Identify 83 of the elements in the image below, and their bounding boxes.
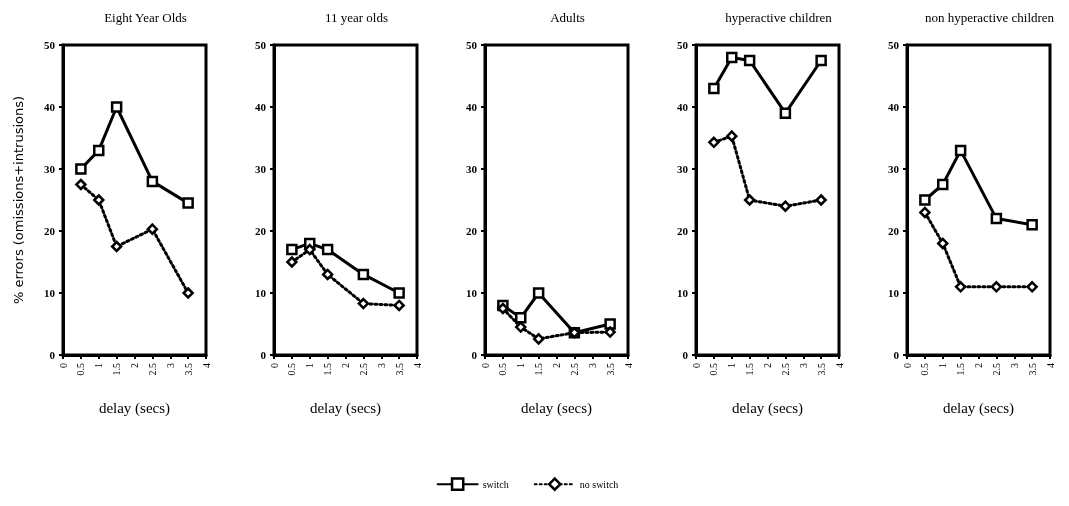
x-tick-label: 1 xyxy=(937,363,949,368)
chart-title: Adults xyxy=(550,10,585,25)
x-axis-title: delay (secs) xyxy=(942,399,1015,417)
y-tick-label: 30 xyxy=(888,163,900,175)
x-tick-label: 0 xyxy=(268,363,280,368)
x-tick-label: 3 xyxy=(164,363,176,368)
x-tick-label: 3.5 xyxy=(182,363,194,376)
x-tick-label: 2.5 xyxy=(568,363,580,376)
x-tick-label: 3 xyxy=(586,363,598,368)
x-tick-label: 1 xyxy=(726,363,738,368)
y-tick-label: 30 xyxy=(466,163,478,175)
x-tick-label: 1.5 xyxy=(533,363,545,376)
y-tick-label: 10 xyxy=(677,287,689,299)
chart-title: 11 year olds xyxy=(324,10,389,25)
x-tick-label: 0.5 xyxy=(286,363,298,376)
y-tick-label: 20 xyxy=(255,225,267,237)
x-tick-label: 3.5 xyxy=(815,363,827,376)
x-tick-label: 3.5 xyxy=(604,363,616,376)
y-tick-label: 40 xyxy=(466,101,478,113)
x-tick-label: 1.5 xyxy=(744,363,756,376)
x-axis-title: delay (secs) xyxy=(309,399,382,417)
x-tick-label: 0 xyxy=(479,363,491,368)
x-tick-label: 4 xyxy=(411,363,423,368)
y-tick-label: 20 xyxy=(44,225,56,237)
x-tick-label: 3 xyxy=(375,363,387,368)
y-axis-title: % errors (omissions+intrusions) xyxy=(11,95,26,305)
chart-title: Eight Year Olds xyxy=(104,10,187,25)
chart-title: hyperactive children xyxy=(725,10,833,25)
y-tick-label: 40 xyxy=(888,101,900,113)
y-tick-label: 20 xyxy=(888,225,900,237)
y-tick-label: 50 xyxy=(888,39,900,51)
y-tick-label: 30 xyxy=(44,163,56,175)
x-tick-label: 2 xyxy=(340,363,351,368)
x-tick-label: 0.5 xyxy=(497,363,509,376)
x-tick-label: 1 xyxy=(93,363,105,368)
x-tick-label: 2 xyxy=(129,363,140,368)
x-tick-label: 0 xyxy=(901,363,913,368)
x-axis-title: delay (secs) xyxy=(98,399,171,417)
x-tick-label: 3.5 xyxy=(393,363,405,376)
y-tick-label: 10 xyxy=(466,287,478,299)
x-axis-title: delay (secs) xyxy=(520,399,593,417)
x-tick-label: 1.5 xyxy=(955,363,967,376)
y-tick-label: 50 xyxy=(255,39,267,51)
legend-label: no switch xyxy=(579,478,619,490)
y-tick-label: 40 xyxy=(677,101,689,113)
x-axis-title: delay (secs) xyxy=(731,399,804,417)
y-tick-label: 40 xyxy=(255,101,267,113)
y-tick-label: 30 xyxy=(255,163,267,175)
x-tick-label: 3 xyxy=(1008,363,1020,368)
x-tick-label: 4 xyxy=(833,363,845,368)
y-tick-label: 10 xyxy=(44,287,56,299)
y-tick-label: 10 xyxy=(255,287,267,299)
y-tick-label: 30 xyxy=(677,163,689,175)
y-tick-label: 50 xyxy=(677,39,689,51)
x-tick-label: 1.5 xyxy=(322,363,334,376)
x-tick-label: 2 xyxy=(762,363,773,368)
y-tick-label: 40 xyxy=(44,101,56,113)
x-tick-label: 1 xyxy=(304,363,316,368)
x-tick-label: 2.5 xyxy=(990,363,1002,376)
x-tick-label: 0 xyxy=(57,363,69,368)
x-tick-label: 2 xyxy=(973,363,984,368)
x-tick-label: 4 xyxy=(200,363,212,368)
x-tick-label: 2.5 xyxy=(146,363,158,376)
y-tick-label: 50 xyxy=(466,39,478,51)
y-tick-label: 20 xyxy=(466,225,478,237)
x-tick-label: 3 xyxy=(797,363,809,368)
y-tick-label: 20 xyxy=(677,225,689,237)
chart-title: non hyperactive children xyxy=(924,10,1055,25)
x-tick-label: 4 xyxy=(622,363,634,368)
y-tick-label: 10 xyxy=(888,287,900,299)
x-tick-label: 0 xyxy=(690,363,702,368)
legend-label: switch xyxy=(482,478,509,490)
x-tick-label: 3.5 xyxy=(1026,363,1038,376)
x-tick-label: 1 xyxy=(515,363,527,368)
x-tick-label: 0.5 xyxy=(75,363,87,376)
x-tick-label: 2.5 xyxy=(779,363,791,376)
x-tick-label: 0.5 xyxy=(708,363,720,376)
x-tick-label: 2.5 xyxy=(357,363,369,376)
x-tick-label: 0.5 xyxy=(919,363,931,376)
x-tick-label: 4 xyxy=(1044,363,1056,368)
x-tick-label: 2 xyxy=(551,363,562,368)
y-tick-label: 50 xyxy=(44,39,56,51)
x-tick-label: 1.5 xyxy=(111,363,123,376)
